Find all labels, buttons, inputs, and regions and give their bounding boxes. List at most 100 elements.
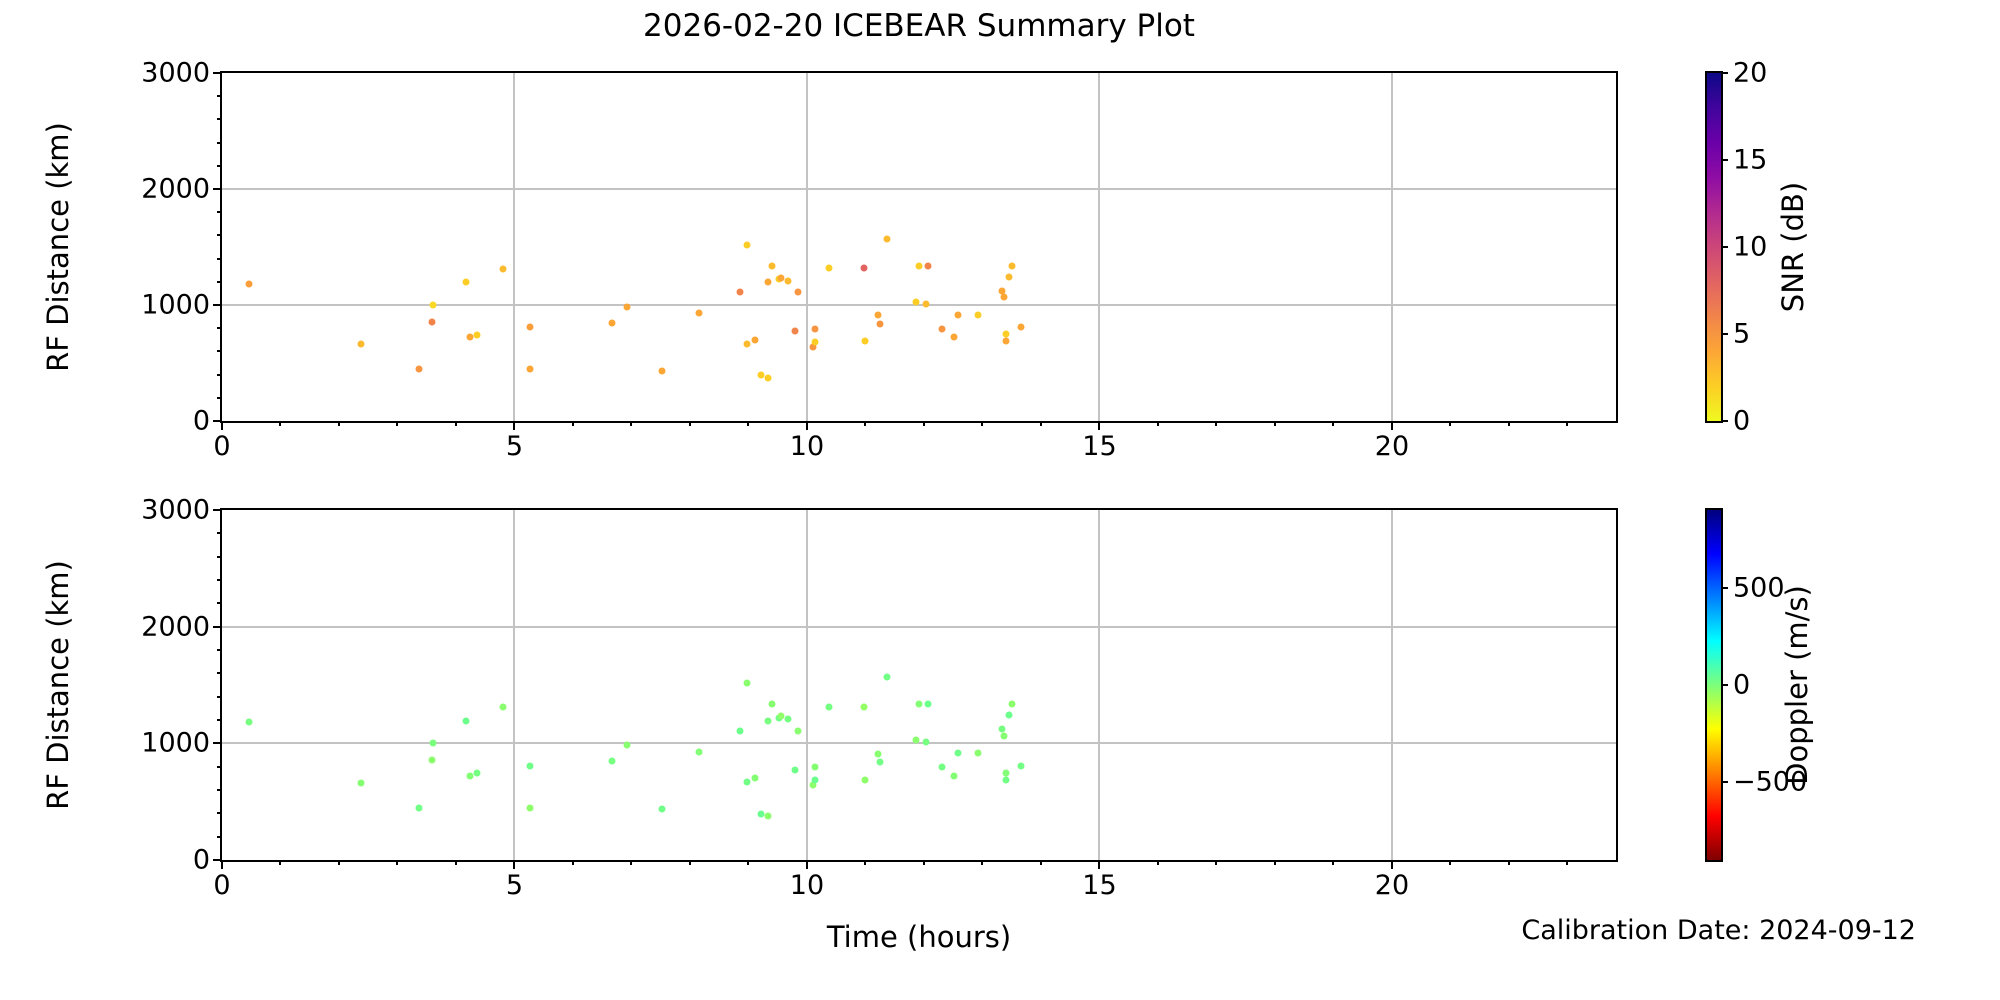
scatter-point — [462, 278, 470, 286]
colorbar-tick-label-10: 10 — [1733, 231, 1768, 263]
scatter-point — [860, 703, 868, 711]
scatter-point — [768, 700, 776, 708]
gridline-x-20 — [1390, 73, 1393, 421]
y-minor-tick — [217, 672, 222, 675]
scatter-point — [466, 772, 474, 780]
y-major-tick-2000 — [213, 625, 222, 628]
scatter-point — [809, 781, 817, 789]
scatter-point — [791, 327, 799, 335]
scatter-point — [784, 715, 792, 723]
x-minor-tick — [630, 421, 633, 426]
x-minor-tick — [1332, 421, 1335, 426]
y-axis-label-top: RF Distance (km) — [41, 122, 75, 372]
y-minor-tick — [217, 95, 222, 98]
scatter-point — [462, 717, 470, 725]
scatter-point — [695, 309, 703, 317]
x-minor-tick — [337, 421, 340, 426]
y-minor-tick — [217, 141, 222, 144]
scatter-point — [428, 756, 436, 764]
scatter-point — [860, 264, 868, 272]
x-major-tick-10 — [805, 421, 808, 430]
y-tick-label-0: 0 — [192, 844, 210, 876]
y-minor-tick — [217, 327, 222, 330]
x-tick-label-20: 20 — [1374, 870, 1410, 901]
scatter-point — [736, 727, 744, 734]
x-tick-label-0: 0 — [213, 431, 231, 462]
x-minor-tick — [1215, 421, 1218, 426]
x-minor-tick — [1273, 860, 1276, 865]
x-minor-tick — [1449, 421, 1452, 426]
scatter-point — [658, 367, 666, 375]
y-minor-tick — [217, 719, 222, 721]
x-major-tick-20 — [1390, 860, 1393, 869]
scatter-point — [794, 288, 802, 296]
plot-title: 2026-02-20 ICEBEAR Summary Plot — [643, 8, 1195, 44]
x-minor-tick — [922, 860, 925, 865]
y-axis-label-bottom: RF Distance (km) — [41, 560, 75, 810]
scatter-point — [623, 303, 631, 311]
scatter-point — [811, 338, 819, 346]
scatter-point — [1005, 711, 1013, 719]
scatter-point — [791, 766, 799, 774]
scatter-point — [764, 717, 772, 725]
y-major-tick-3000 — [213, 72, 222, 74]
colorbar-tick-label-15: 15 — [1733, 144, 1768, 176]
x-axis-label: Time (hours) — [826, 920, 1012, 954]
scatter-point — [764, 812, 772, 820]
scatter-point — [874, 311, 882, 319]
x-minor-tick — [1039, 421, 1042, 426]
x-minor-tick — [864, 421, 867, 426]
scatter-point — [658, 805, 666, 813]
scatter-point — [954, 311, 962, 319]
colorbar-tick-label-0: 0 — [1733, 405, 1751, 437]
y-minor-tick — [217, 396, 222, 399]
colorbar-tick-15 — [1721, 159, 1728, 161]
scatter-point — [608, 319, 616, 327]
x-minor-tick — [630, 860, 633, 865]
scatter-point — [922, 738, 930, 746]
scatter-point — [764, 374, 772, 381]
scatter-point — [938, 763, 946, 771]
axes-bottom-doppler: 0 5 10 15 20 0 1000 2000 3000 — [141, 495, 1618, 901]
scatter-point — [794, 727, 802, 734]
x-major-tick-10 — [805, 860, 808, 869]
y-tick-label-2000: 2000 — [141, 611, 210, 643]
x-major-tick-0 — [221, 421, 223, 430]
y-tick-label-2000: 2000 — [141, 173, 210, 205]
x-major-tick-20 — [1390, 421, 1393, 430]
x-tick-label-20: 20 — [1374, 431, 1410, 462]
x-minor-tick — [688, 421, 691, 426]
colorbar-tick-label-20: 20 — [1733, 57, 1768, 89]
y-minor-tick — [217, 579, 222, 581]
scatter-point — [912, 298, 920, 306]
y-tick-label-3000: 3000 — [141, 494, 210, 526]
y-minor-tick — [217, 280, 222, 283]
colorbar-tick-label-5: 5 — [1733, 318, 1751, 350]
scatter-point — [1008, 700, 1016, 708]
y-major-tick-3000 — [213, 509, 222, 511]
scatter-point — [751, 774, 759, 782]
x-major-tick-5 — [513, 421, 516, 430]
scatter-point — [861, 337, 869, 345]
y-minor-tick — [217, 373, 222, 376]
x-tick-label-5: 5 — [505, 870, 524, 901]
gridline-x-15 — [1098, 510, 1101, 860]
y-minor-tick — [217, 765, 222, 768]
scatter-point — [915, 700, 923, 708]
scatter-point — [429, 301, 437, 309]
scatter-point — [357, 779, 365, 787]
colorbar-tick-20 — [1721, 72, 1728, 74]
x-minor-tick — [1566, 421, 1569, 426]
y-major-tick-0 — [213, 420, 222, 422]
scatter-point — [1000, 293, 1008, 301]
scatter-point — [811, 763, 819, 771]
scatter-point — [695, 748, 703, 755]
gridline-x-5 — [513, 510, 516, 860]
x-minor-tick — [1215, 860, 1218, 865]
colorbar-label-snr: SNR (dB) — [1776, 181, 1810, 313]
x-major-tick-5 — [513, 860, 516, 869]
gridline-x-5 — [513, 73, 516, 421]
gridline-y-1000 — [222, 742, 1616, 745]
scatter-point — [874, 750, 882, 758]
scatter-point — [415, 365, 423, 373]
